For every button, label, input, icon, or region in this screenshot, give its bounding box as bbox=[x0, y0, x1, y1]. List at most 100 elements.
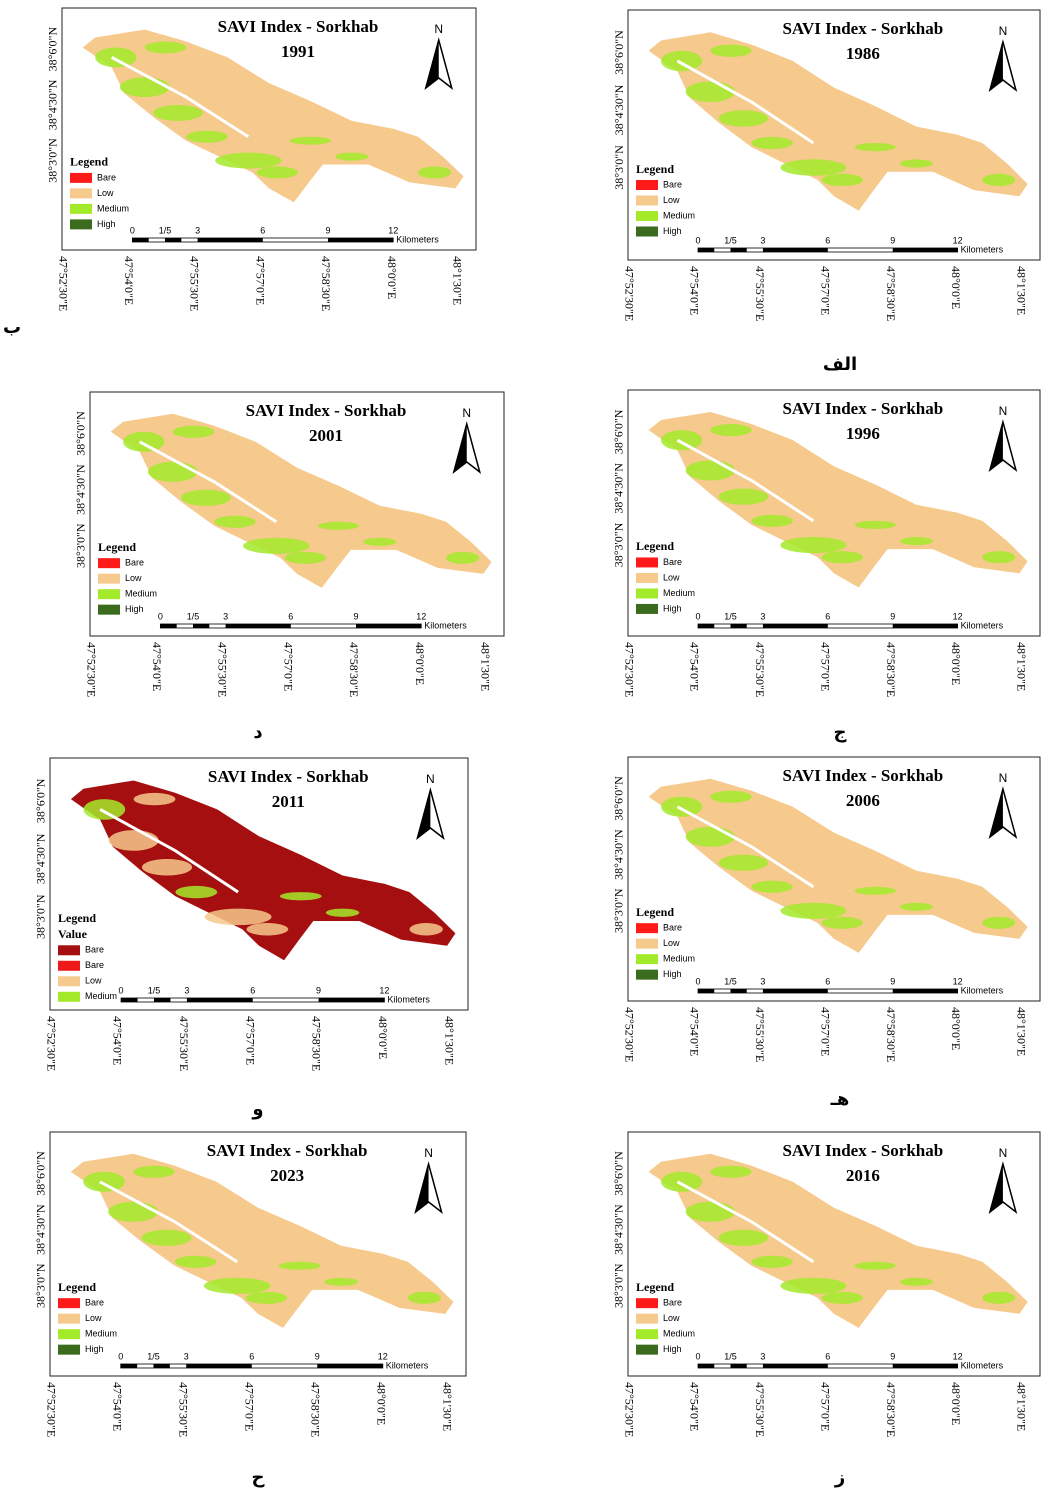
scale-segment bbox=[762, 1364, 828, 1368]
longitude-label: 47°54'0"E bbox=[688, 266, 702, 315]
legend-label: High bbox=[85, 1344, 104, 1354]
land-patch bbox=[279, 892, 322, 901]
legend-swatch bbox=[58, 1344, 80, 1355]
longitude-label: 47°57'0"E bbox=[818, 266, 832, 315]
scale-unit: Kilometers bbox=[424, 620, 467, 630]
legend-swatch bbox=[58, 1298, 80, 1309]
legend-label: Medium bbox=[663, 588, 695, 598]
scale-segment bbox=[698, 989, 715, 993]
scale-segment bbox=[186, 1364, 252, 1368]
latitude-label: 38°6'0"N bbox=[612, 409, 626, 454]
scale-label: 1/5 bbox=[724, 611, 737, 621]
scale-label: 1/5 bbox=[724, 235, 737, 245]
latitude-label: 38°3'0"N bbox=[74, 523, 88, 568]
longitude-label: 48°1'30"E bbox=[1015, 1007, 1029, 1056]
land-patch bbox=[660, 1171, 703, 1192]
scale-label: 0 bbox=[158, 611, 163, 621]
legend-subtitle: Value bbox=[58, 927, 88, 941]
land-patch bbox=[147, 461, 198, 482]
scale-label: 6 bbox=[825, 611, 830, 621]
land-patch bbox=[751, 880, 793, 893]
longitude-label: 47°52'30"E bbox=[84, 642, 98, 697]
map-year: 1991 bbox=[281, 42, 315, 61]
north-label: N bbox=[999, 771, 1008, 785]
scale-label: 0 bbox=[119, 985, 124, 995]
legend-swatch bbox=[70, 188, 92, 199]
longitude-label: 48°0'0"E bbox=[949, 1007, 963, 1050]
north-arrow-fill bbox=[989, 422, 1003, 470]
scale-segment bbox=[892, 248, 958, 252]
longitude-label: 47°58'30"E bbox=[308, 1382, 322, 1437]
scale-segment bbox=[762, 624, 828, 628]
land-patch bbox=[821, 551, 863, 564]
legend-label: Low bbox=[663, 195, 680, 205]
land-patch bbox=[245, 1291, 288, 1304]
longitude-label: 47°57'0"E bbox=[242, 1382, 256, 1431]
scale-segment bbox=[317, 1364, 383, 1368]
legend-label: Bare bbox=[85, 960, 104, 970]
legend-label: Low bbox=[85, 976, 102, 986]
longitude-label: 48°1'30"E bbox=[479, 642, 493, 691]
longitude-label: 47°55'30"E bbox=[753, 1007, 767, 1062]
map-year: 2023 bbox=[270, 1166, 304, 1185]
longitude-label: 47°57'0"E bbox=[818, 642, 832, 691]
scale-label: 6 bbox=[825, 1351, 830, 1361]
scale-label: 0 bbox=[696, 235, 701, 245]
north-arrow-fill bbox=[989, 42, 1003, 90]
map-panel: SAVI Index - Sorkhab 1986 N Legend Bare Low Me… bbox=[612, 9, 1041, 375]
longitude-label: 48°0'0"E bbox=[949, 642, 963, 685]
panel-label: ح bbox=[252, 1467, 265, 1488]
land-patch bbox=[982, 551, 1016, 564]
legend-title: Legend bbox=[70, 155, 108, 169]
longitude-label: 48°0'0"E bbox=[949, 266, 963, 309]
study-area bbox=[648, 411, 1028, 588]
scale-label: 0 bbox=[696, 611, 701, 621]
land-patch bbox=[108, 1201, 159, 1222]
longitude-label: 48°0'0"E bbox=[413, 642, 427, 685]
map-panel: SAVI Index - Sorkhab 2016 N Legend Bare Low Me… bbox=[612, 1131, 1041, 1488]
latitude-label: 38°4'30"N bbox=[612, 1204, 626, 1255]
scale-segment bbox=[355, 624, 422, 628]
scale-label: 9 bbox=[890, 976, 895, 986]
land-patch bbox=[854, 1261, 896, 1270]
scale-label: 3 bbox=[184, 985, 189, 995]
land-patch bbox=[317, 521, 360, 530]
longitude-label: 48°1'30"E bbox=[440, 1382, 454, 1431]
legend-label: Low bbox=[85, 1313, 102, 1323]
map-title: SAVI Index - Sorkhab bbox=[208, 767, 369, 786]
north-label: N bbox=[999, 404, 1008, 418]
latitude-label: 38°6'0"N bbox=[46, 27, 60, 72]
land-patch bbox=[181, 489, 231, 506]
land-patch bbox=[685, 826, 736, 847]
latitude-label: 38°3'0"N bbox=[34, 894, 48, 939]
land-patch bbox=[899, 902, 933, 911]
legend-title: Legend bbox=[636, 1280, 674, 1294]
longitude-label: 47°55'30"E bbox=[216, 642, 230, 697]
longitude-label: 47°54'0"E bbox=[122, 256, 136, 305]
map-title: SAVI Index - Sorkhab bbox=[246, 401, 407, 420]
land-patch bbox=[685, 1201, 736, 1222]
legend-swatch bbox=[70, 203, 92, 214]
panel-label: ب bbox=[3, 317, 21, 338]
land-patch bbox=[174, 1255, 217, 1268]
land-patch bbox=[780, 159, 847, 176]
longitude-label: 47°58'30"E bbox=[310, 1016, 324, 1071]
map-panel: SAVI Index - Sorkhab 2023 N Legend Bare Low Me… bbox=[34, 1131, 467, 1488]
study-area bbox=[82, 29, 464, 203]
legend-swatch bbox=[636, 588, 658, 599]
land-patch bbox=[718, 488, 769, 505]
legend-swatch bbox=[636, 938, 658, 949]
scale-label: 6 bbox=[260, 225, 265, 235]
river-gap bbox=[99, 1180, 239, 1264]
north-label: N bbox=[434, 22, 443, 36]
legend-label: Bare bbox=[97, 172, 116, 182]
land-patch bbox=[123, 431, 165, 452]
latitude-label: 38°4'30"N bbox=[74, 464, 88, 515]
longitude-label: 47°52'30"E bbox=[56, 256, 70, 311]
land-patch bbox=[685, 460, 736, 481]
north-arrow-fill bbox=[989, 1164, 1003, 1212]
legend-swatch bbox=[636, 226, 658, 237]
scale-label: 12 bbox=[953, 611, 963, 621]
land-patch bbox=[108, 830, 159, 851]
scale-segment bbox=[730, 989, 747, 993]
